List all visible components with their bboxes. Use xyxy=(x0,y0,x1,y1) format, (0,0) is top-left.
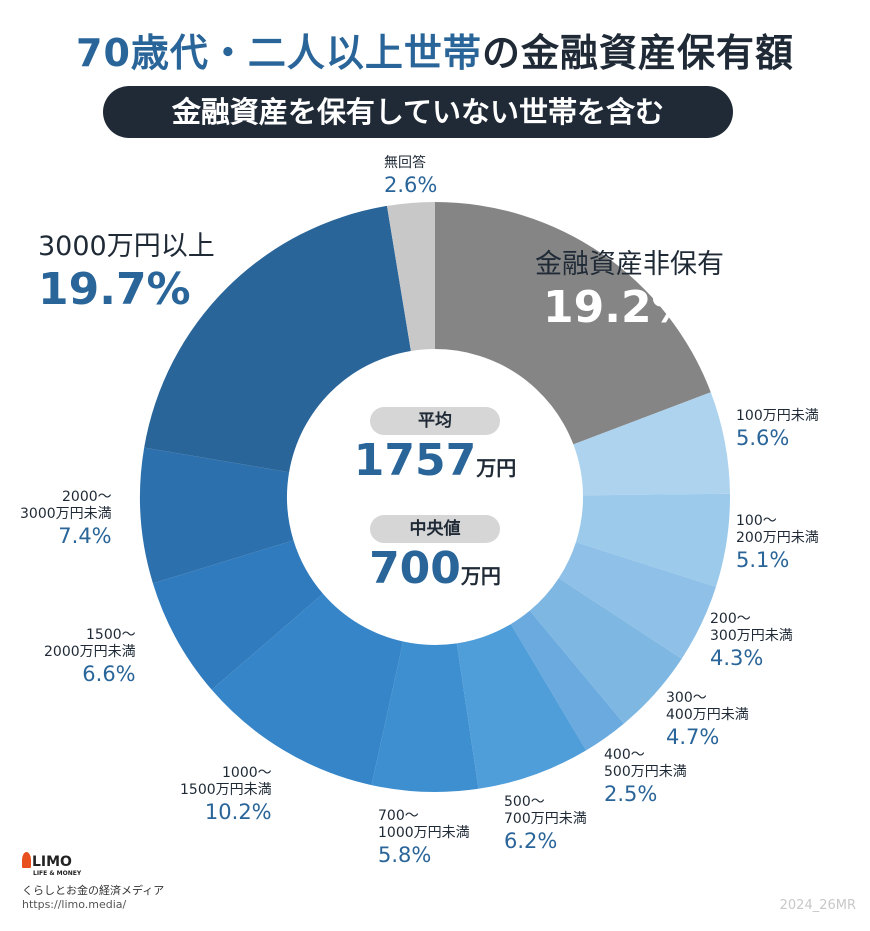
label-4: 200〜 300万円未満 4.3% xyxy=(710,611,793,671)
title-highlight: 70歳代・二人以上世帯 xyxy=(76,31,482,75)
credit: 2024_26MR xyxy=(779,898,856,913)
title-rest: の金融資産保有額 xyxy=(481,31,794,75)
label-8: 700〜 1000万円未満 5.8% xyxy=(378,808,470,868)
slice-2 xyxy=(573,392,730,496)
label-l2: 500万円未満 xyxy=(604,764,687,780)
label-pct: 7.4% xyxy=(58,524,112,548)
label-l1: 200〜 xyxy=(710,611,751,627)
label-7: 500〜 700万円未満 6.2% xyxy=(504,794,587,854)
label-5: 300〜 400万円未満 4.7% xyxy=(666,690,749,750)
label-l2: 3000万円未満 xyxy=(20,506,112,522)
slice-1 xyxy=(435,202,711,445)
label-l2: 300万円未満 xyxy=(710,628,793,644)
label-pct: 5.8% xyxy=(378,843,432,867)
label-pct: 2.6% xyxy=(384,173,438,197)
label-l1: 無回答 xyxy=(384,155,426,171)
label-pct: 6.2% xyxy=(504,829,558,853)
label-pct: 5.1% xyxy=(736,548,790,572)
label-10: 1500〜 2000万円未満 6.6% xyxy=(44,627,136,687)
label-l2: 1500万円未満 xyxy=(180,782,272,798)
label-l1: 3000万円以上 xyxy=(38,231,215,262)
label-l1: 700〜 xyxy=(378,808,419,824)
label-l1: 500〜 xyxy=(504,794,545,810)
label-pct: 10.2% xyxy=(204,800,272,824)
label-pct: 19.7% xyxy=(38,264,191,315)
label-pct: 6.6% xyxy=(82,662,136,686)
site-url: https://limo.media/ xyxy=(22,898,127,911)
median-block: 中央値 700万円 xyxy=(335,515,535,594)
mean-label: 平均 xyxy=(370,407,500,435)
label-1: 金融資産非保有 19.2% xyxy=(535,248,724,334)
label-l2: 1000万円未満 xyxy=(378,825,470,841)
label-l1: 1000〜 xyxy=(222,765,272,781)
tagline: くらしとお金の経済メディア xyxy=(22,884,165,897)
label-11: 2000〜 3000万円未満 7.4% xyxy=(20,489,112,549)
label-l2: 400万円未満 xyxy=(666,707,749,723)
label-l1: 金融資産非保有 xyxy=(535,249,724,280)
label-l2: 200万円未満 xyxy=(736,530,819,546)
label-l2: 2000万円未満 xyxy=(44,644,136,660)
slice-10 xyxy=(152,540,323,690)
label-l2: 700万円未満 xyxy=(504,811,587,827)
slice-13 xyxy=(386,202,435,351)
label-13: 無回答 2.6% xyxy=(384,155,437,198)
slice-7 xyxy=(456,624,587,789)
label-l1: 100〜 xyxy=(736,513,777,529)
mean-number: 1757 xyxy=(353,435,477,486)
label-l1: 400〜 xyxy=(604,747,645,763)
slice-4 xyxy=(558,542,716,659)
flame-icon xyxy=(22,852,31,868)
mean-unit: 万円 xyxy=(476,456,517,480)
label-pct: 4.3% xyxy=(710,646,764,670)
label-pct: 2.5% xyxy=(604,782,658,806)
limo-logo: LIMO LIFE & MONEY xyxy=(22,852,81,877)
page-title: 70歳代・二人以上世帯の金融資産保有額 xyxy=(0,22,870,77)
mean-value: 1757万円 xyxy=(335,435,535,486)
label-3: 100〜 200万円未満 5.1% xyxy=(736,513,819,573)
slice-5 xyxy=(529,578,682,724)
mean-block: 平均 1757万円 xyxy=(335,407,535,486)
label-pct: 5.6% xyxy=(736,426,790,450)
label-9: 1000〜 1500万円未満 10.2% xyxy=(180,765,272,825)
slice-12 xyxy=(144,205,411,473)
median-label: 中央値 xyxy=(370,515,500,543)
slice-9 xyxy=(211,593,404,786)
slice-6 xyxy=(510,610,624,751)
label-l1: 300〜 xyxy=(666,690,707,706)
label-2: 100万円未満 5.6% xyxy=(736,408,819,451)
label-pct: 19.2% xyxy=(543,282,696,333)
label-6: 400〜 500万円未満 2.5% xyxy=(604,747,687,807)
slice-3 xyxy=(575,493,730,587)
label-pct: 4.7% xyxy=(666,725,720,749)
slice-11 xyxy=(139,447,294,584)
median-number: 700 xyxy=(369,543,461,594)
label-l1: 2000〜 xyxy=(62,489,112,505)
slice-8 xyxy=(371,641,479,792)
label-12: 3000万円以上 19.7% xyxy=(38,230,215,316)
label-l1: 1500〜 xyxy=(86,627,136,643)
subtitle-badge: 金融資産を保有していない世帯を含む xyxy=(103,86,733,138)
median-value: 700万円 xyxy=(335,543,535,594)
median-unit: 万円 xyxy=(460,564,501,588)
label-l1: 100万円未満 xyxy=(736,408,819,424)
